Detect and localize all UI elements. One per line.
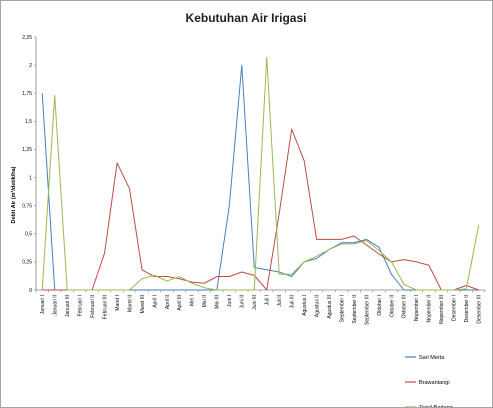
x-tick-label: Oktober III bbox=[402, 295, 408, 318]
x-tick-label: Desember I bbox=[452, 295, 458, 321]
x-tick-label: Mei I bbox=[190, 295, 196, 306]
x-tick-label: Juli III bbox=[289, 295, 295, 308]
y-tick-label: 1,5 bbox=[25, 119, 32, 125]
y-tick-label: 0,5 bbox=[25, 232, 32, 238]
x-tick-label: Februari III bbox=[102, 295, 108, 319]
x-tick-label: Februari II bbox=[90, 295, 96, 318]
x-tick-label: Januari III bbox=[65, 295, 71, 317]
legend: Sari Merta Brawantangi Tegal Badeng bbox=[405, 355, 453, 407]
x-tick-label: Januari I bbox=[40, 295, 46, 314]
x-tick-label: Nopember III bbox=[439, 295, 445, 324]
x-tick-label: Desember III bbox=[477, 295, 483, 324]
x-tick-label: Nopember I bbox=[414, 295, 420, 321]
plot-area: 0 0,25 0,5 0,75 1 1,25 1,5 1,75 2 2,25 Januari I Ja… bbox=[22, 35, 486, 325]
x-tick-label: Maret III bbox=[140, 295, 146, 313]
y-tick-label: 0 bbox=[29, 288, 32, 294]
chart-title: Kebutuhan Air Irigasi bbox=[186, 11, 307, 25]
series-line-3 bbox=[41, 56, 480, 291]
x-tick-label: Agustus I bbox=[302, 295, 308, 316]
x-tick-label: Februari I bbox=[77, 295, 83, 316]
x-tick-label: Mei II bbox=[202, 295, 208, 307]
x-tick-label: Juni III bbox=[252, 295, 258, 310]
y-tick-label: 1,25 bbox=[22, 147, 32, 153]
y-tick-label: 2,25 bbox=[22, 35, 32, 41]
x-tick-label: Desember II bbox=[464, 295, 470, 322]
x-tick-label: April I bbox=[152, 295, 158, 308]
legend-label: Tegal Badeng bbox=[419, 405, 453, 407]
y-tick-label: 2 bbox=[29, 63, 32, 69]
x-tick-label: Oktober I bbox=[377, 295, 383, 316]
x-tick-label: April III bbox=[177, 295, 183, 311]
x-tick-label: Nopember II bbox=[427, 295, 433, 323]
y-tick-label: 0,75 bbox=[22, 203, 32, 209]
legend-label: Brawantangi bbox=[419, 380, 450, 386]
y-tick-label: 1,75 bbox=[22, 91, 32, 97]
x-tick-label: Oktober II bbox=[389, 295, 395, 317]
x-tick-label: Agustus II bbox=[314, 295, 320, 317]
legend-label: Sari Merta bbox=[419, 355, 445, 361]
x-tick-label: Juni I bbox=[227, 295, 233, 307]
x-tick-label: Maret II bbox=[127, 295, 133, 312]
x-tick-label: Maret I bbox=[115, 295, 121, 311]
y-tick-label: 1 bbox=[29, 175, 32, 181]
x-tick-label: Agustus III bbox=[327, 295, 333, 319]
series-line-2 bbox=[42, 128, 479, 291]
x-tick-label: April II bbox=[165, 295, 171, 309]
x-tick-label: September II bbox=[352, 295, 358, 324]
y-axis-label: Debit Air (m³/detik/ha) bbox=[10, 166, 17, 223]
x-tick-label: September I bbox=[339, 295, 345, 322]
x-tick-label: Mei III bbox=[215, 295, 221, 309]
x-tick-label: Juni II bbox=[240, 295, 246, 308]
x-tick-label: Juli I bbox=[265, 295, 271, 305]
x-tick-label: September III bbox=[364, 295, 370, 325]
x-tick-label: Juli II bbox=[277, 295, 283, 307]
x-tick-label: Januari II bbox=[53, 295, 59, 316]
y-tick-label: 0,25 bbox=[22, 260, 32, 266]
